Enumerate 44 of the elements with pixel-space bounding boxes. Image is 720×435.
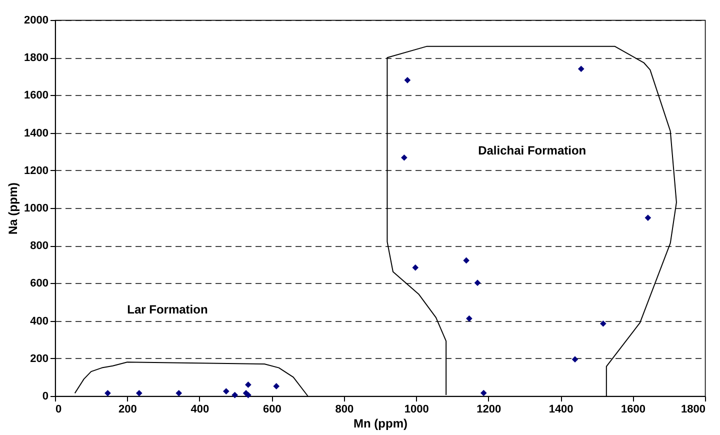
y-tick-label: 1600 xyxy=(24,90,48,102)
point xyxy=(401,154,408,161)
point xyxy=(273,383,280,390)
y-tick-label: 600 xyxy=(30,278,48,290)
y-tick-label: 800 xyxy=(30,240,48,252)
annotation: Lar Formation xyxy=(127,302,208,317)
y-tick-label: 400 xyxy=(30,315,48,328)
point xyxy=(245,382,252,388)
x-tick-label: 1600 xyxy=(621,404,646,416)
y-tick-label: 1200 xyxy=(24,164,48,177)
point xyxy=(412,264,419,271)
x-tick-label: 800 xyxy=(335,404,354,416)
point xyxy=(104,390,111,396)
point xyxy=(466,315,472,322)
x-tick-label: 1000 xyxy=(404,404,429,416)
point xyxy=(474,280,481,286)
point xyxy=(404,77,411,84)
point xyxy=(245,392,252,398)
point xyxy=(480,390,487,396)
x-tick-label: 200 xyxy=(118,404,137,416)
y-tick-label: 1800 xyxy=(24,52,48,64)
x-axis-title: Mn (ppm) xyxy=(354,416,408,430)
point xyxy=(176,390,182,396)
point xyxy=(600,320,606,327)
y-tick-label: 1400 xyxy=(24,127,48,140)
y-tick-label: 2000 xyxy=(24,14,48,26)
x-tick-label: 0 xyxy=(56,404,62,416)
point xyxy=(232,392,238,398)
y-tick-label: 200 xyxy=(30,352,48,365)
y-axis-title: Na (ppm) xyxy=(6,182,20,234)
x-tick-label: 1800 xyxy=(681,404,706,416)
point xyxy=(644,214,652,221)
x-tick-label: 1200 xyxy=(476,404,502,416)
x-tick-label: 600 xyxy=(262,404,282,416)
point xyxy=(463,257,470,264)
y-tick-label: 1000 xyxy=(24,202,48,214)
point xyxy=(136,390,142,396)
point xyxy=(578,66,584,72)
x-tick-label: 1400 xyxy=(548,404,574,416)
point xyxy=(223,388,230,394)
point xyxy=(572,356,578,362)
x-tick-label: 400 xyxy=(190,404,210,416)
annotation: Dalichai Formation xyxy=(478,143,586,158)
y-tick-label: 0 xyxy=(42,390,48,402)
